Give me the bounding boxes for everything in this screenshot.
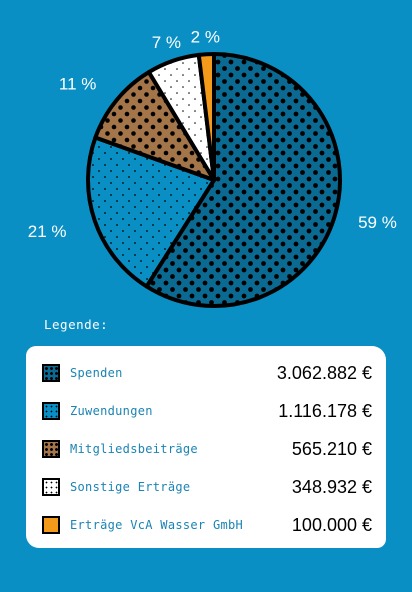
legend-value: 3.062.882 € bbox=[276, 362, 372, 383]
swatch-spenden bbox=[42, 364, 60, 382]
pie-label-ertraege-vca-wasser: 2 % bbox=[191, 27, 220, 46]
legend-item-zuwendungen: Zuwendungen 1.116.178 € bbox=[42, 396, 372, 426]
legend-label: Spenden bbox=[70, 366, 123, 380]
legend-value: 1.116.178 € bbox=[278, 400, 372, 421]
swatch-sonstige-ertraege bbox=[42, 478, 60, 496]
legend: Spenden 3.062.882 € Zuwendungen 1.116.17… bbox=[26, 346, 386, 548]
pie-chart: 59 % 21 % 11 % 7 % 2 % bbox=[28, 27, 397, 308]
legend-label: Sonstige Erträge bbox=[70, 480, 191, 494]
legend-item-mitgliedsbeitraege: Mitgliedsbeiträge 565.210 € bbox=[42, 434, 372, 464]
pie-label-sonstige-ertraege: 7 % bbox=[152, 33, 181, 52]
legend-label: Mitgliedsbeiträge bbox=[70, 442, 198, 456]
legend-value: 348.932 € bbox=[291, 476, 372, 497]
legend-value: 565.210 € bbox=[291, 438, 372, 459]
legend-title: Legende: bbox=[44, 317, 109, 332]
legend-item-ertraege-vca-wasser: Erträge VcA Wasser GmbH 100.000 € bbox=[42, 510, 372, 540]
legend-value: 100.000 € bbox=[291, 514, 372, 535]
swatch-mitgliedsbeitraege bbox=[42, 440, 60, 458]
swatch-zuwendungen bbox=[42, 402, 60, 420]
legend-label: Zuwendungen bbox=[70, 404, 153, 418]
legend-item-spenden: Spenden 3.062.882 € bbox=[42, 358, 372, 388]
pie-slice-spenden bbox=[144, 52, 342, 308]
pie-label-zuwendungen: 21 % bbox=[28, 222, 67, 241]
pie-label-mitgliedsbeitraege: 11 % bbox=[59, 75, 97, 94]
legend-label: Erträge VcA Wasser GmbH bbox=[70, 518, 244, 532]
pie-slice-ertraege-vca-wasser bbox=[196, 52, 216, 182]
pie-slice-zuwendungen bbox=[86, 135, 216, 289]
legend-item-sonstige-ertraege: Sonstige Erträge 348.932 € bbox=[42, 472, 372, 502]
swatch-ertraege-vca-wasser bbox=[42, 516, 60, 534]
pie-label-spenden: 59 % bbox=[358, 213, 397, 232]
pie-slice-mitgliedsbeitraege bbox=[93, 70, 216, 182]
